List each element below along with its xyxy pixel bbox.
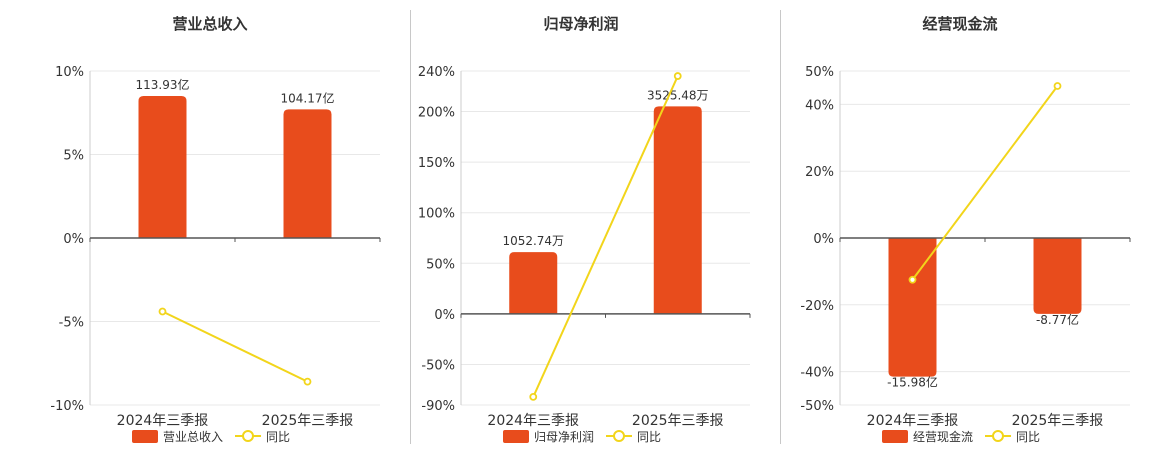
chart-revenue: 营业总收入 10% 5% 0% -5% -10% 113.93亿 104.17亿 2024年三季… <box>50 15 381 444</box>
bar <box>138 96 187 238</box>
x-category-label: 2024年三季报 <box>117 413 209 429</box>
chart-title: 经营现金流 <box>922 15 997 33</box>
legend-line-marker <box>242 430 254 442</box>
y-tick-label: 20% <box>805 165 834 180</box>
y-tick-label: -10% <box>50 399 84 414</box>
y-tick-label: 150% <box>418 156 455 171</box>
y-tick-label: 200% <box>418 105 455 120</box>
chart-title: 归母净利润 <box>543 15 618 33</box>
bar <box>1033 238 1082 314</box>
legend-bar-swatch <box>132 430 158 443</box>
bar-value-label: 1052.74万 <box>502 234 564 248</box>
bar <box>283 109 332 238</box>
legend-line-label: 同比 <box>1016 430 1040 444</box>
y-tick-label: -50% <box>800 399 834 414</box>
legend-line-label: 同比 <box>266 430 290 444</box>
legend-bar-swatch <box>882 430 908 443</box>
y-tick-label: 50% <box>805 65 834 80</box>
y-tick-label: 0% <box>813 232 834 247</box>
y-tick-label: -90% <box>421 399 455 414</box>
separator-1 <box>410 10 411 444</box>
legend-line-label: 同比 <box>637 430 661 444</box>
bar-value-label: -15.98亿 <box>887 375 938 390</box>
legend-bar-label: 归母净利润 <box>534 430 594 444</box>
bar <box>509 252 558 314</box>
yoy-point <box>158 307 167 316</box>
yoy-point <box>303 377 312 386</box>
bar-value-label: 113.93亿 <box>136 77 190 92</box>
x-category-label: 2025年三季报 <box>1012 413 1104 429</box>
x-category-label: 2025年三季报 <box>262 413 354 429</box>
y-tick-label: -40% <box>800 366 834 381</box>
y-tick-label: 0% <box>63 232 84 247</box>
y-tick-label: 40% <box>805 98 834 113</box>
y-tick-label: 240% <box>418 65 455 80</box>
bar <box>888 238 937 377</box>
x-category-label: 2025年三季报 <box>632 413 724 429</box>
bar-value-label: 104.17亿 <box>281 90 335 105</box>
bar-value-label: -8.77亿 <box>1036 312 1079 327</box>
legend-line-marker <box>992 430 1004 442</box>
y-tick-label: 5% <box>63 149 84 164</box>
y-tick-label: -5% <box>59 316 84 331</box>
y-tick-label: -50% <box>421 359 455 374</box>
yoy-point <box>673 72 682 80</box>
chart-title: 营业总收入 <box>172 15 247 33</box>
yoy-line <box>911 85 1059 281</box>
bar-value-label: 3525.48万 <box>647 88 709 102</box>
chart-net-profit: 归母净利润 240% 200% 150% 100% 50% 0% -50% -90% 1052.7… <box>418 15 751 444</box>
yoy-point <box>529 393 538 401</box>
separator-2 <box>780 10 781 444</box>
x-category-label: 2024年三季报 <box>867 413 959 429</box>
chart-operating-cashflow: 经营现金流 50% 40% 20% 0% -20% -40% -50% -15.98亿 -8.77… <box>800 15 1131 444</box>
legend-bar-label: 营业总收入 <box>163 430 223 444</box>
yoy-point <box>908 275 917 284</box>
y-tick-label: 100% <box>418 207 455 222</box>
yoy-point <box>1053 82 1062 90</box>
bar <box>653 106 702 314</box>
x-category-label: 2024年三季报 <box>487 413 579 429</box>
yoy-line <box>532 75 679 398</box>
legend-bar-label: 经营现金流 <box>913 429 973 444</box>
legend-bar-swatch <box>503 430 529 443</box>
y-tick-label: -20% <box>800 299 834 314</box>
legend-line-marker <box>613 430 625 442</box>
y-tick-label: 0% <box>434 308 455 323</box>
y-tick-label: 10% <box>55 65 84 80</box>
y-tick-label: 50% <box>426 257 455 272</box>
yoy-line <box>162 310 308 383</box>
